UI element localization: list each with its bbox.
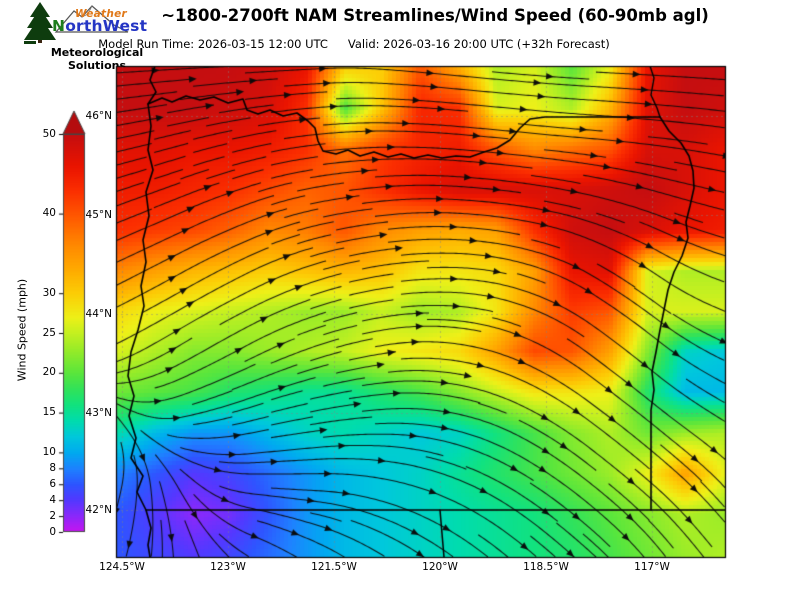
- lon-label: 124.5°W: [99, 561, 145, 573]
- lon-label: 123°W: [210, 561, 246, 573]
- lon-label: 120°W: [422, 561, 458, 573]
- lat-label: 43°N: [85, 407, 112, 419]
- lon-label: 121.5°W: [311, 561, 357, 573]
- lat-label: 46°N: [85, 110, 112, 122]
- lon-label: 117°W: [634, 561, 670, 573]
- lat-label: 44°N: [85, 308, 112, 320]
- lon-label: 118.5°W: [523, 561, 569, 573]
- lat-label: 42°N: [85, 504, 112, 516]
- lat-label: 45°N: [85, 209, 112, 221]
